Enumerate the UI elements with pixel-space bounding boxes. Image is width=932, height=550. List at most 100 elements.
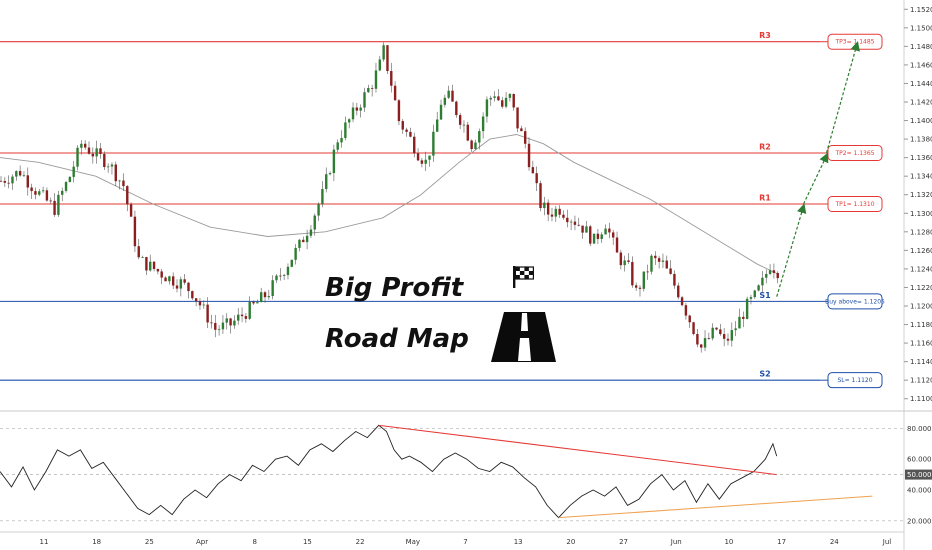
candle-body	[753, 290, 756, 298]
time-tick-label: 7	[463, 538, 467, 546]
price-tick-label: 1.15200	[910, 6, 932, 14]
candle-body	[302, 239, 305, 243]
candle-body	[569, 221, 573, 223]
time-tick-label: 13	[514, 538, 523, 546]
rsi-line	[0, 424, 778, 519]
candle-body	[604, 228, 607, 235]
candle-body	[409, 131, 412, 137]
candle-body	[646, 271, 649, 273]
candle-body	[692, 322, 695, 334]
candle-body	[202, 304, 205, 306]
candle-body	[18, 171, 22, 176]
candle-body	[64, 182, 68, 191]
candle-body	[275, 275, 278, 281]
time-tick-label: 10	[724, 538, 733, 546]
rsi-support-trendline	[558, 495, 873, 519]
candle-body	[424, 159, 427, 164]
candle-body	[481, 116, 485, 132]
price-tick-label: 1.11800	[910, 321, 932, 329]
candle-body	[286, 266, 290, 276]
candle-body	[478, 131, 481, 143]
candle-body	[435, 119, 439, 132]
candle-body	[294, 247, 297, 260]
rsi-layer	[0, 424, 903, 522]
candle-body	[550, 214, 554, 217]
level-tag-text: SL= 1.1120	[837, 377, 872, 384]
price-tick-label: 1.11600	[910, 340, 932, 348]
candle-body	[504, 97, 508, 107]
candle-body	[749, 297, 753, 299]
candle-body	[248, 301, 251, 319]
candle-body	[179, 279, 183, 289]
candle-body	[516, 107, 519, 129]
rsi-last-value-label: 50.0000	[907, 471, 932, 479]
candle-body	[30, 187, 33, 192]
candle-body	[49, 200, 52, 202]
candle-body	[259, 292, 263, 303]
time-axis-labels: 11 18 25 Apr 8 15 22 May 7 13 20 27 Jun 10 17 24 Jul	[40, 538, 892, 546]
candle-body	[585, 226, 588, 233]
candle-body	[420, 160, 424, 164]
candle-body	[680, 297, 684, 306]
candle-body	[256, 302, 259, 304]
price-tick-label: 1.12000	[910, 303, 932, 311]
candle-body	[282, 275, 286, 276]
candle-body	[206, 304, 209, 323]
price-tick-label: 1.14400	[910, 80, 932, 88]
price-tick-label: 1.15000	[910, 24, 932, 32]
candle-body	[677, 285, 680, 298]
candle-body	[72, 166, 75, 177]
projection-layer	[776, 41, 860, 297]
candle-body	[455, 101, 458, 116]
time-tick-label: Apr	[196, 538, 208, 546]
candle-body	[592, 233, 596, 244]
candle-body	[428, 155, 431, 160]
title-line-1: Big Profit	[325, 273, 465, 303]
candle-body	[458, 115, 462, 125]
candle-body	[776, 272, 779, 279]
candle-body	[61, 190, 64, 195]
candle-body	[83, 143, 87, 148]
level-label-r2: R2	[759, 143, 771, 152]
candle-body	[279, 275, 282, 277]
candle-body	[615, 237, 619, 253]
candle-body	[512, 93, 515, 108]
level-label-s2: S2	[759, 370, 770, 379]
level-tag-box	[827, 293, 883, 310]
level-label-r3: R3	[759, 31, 771, 40]
candle-body	[703, 338, 707, 348]
road-icon	[491, 312, 556, 362]
candle-body	[413, 136, 416, 154]
time-tick-label: Jul	[882, 538, 892, 546]
candle-body	[554, 208, 558, 217]
candle-body	[370, 88, 374, 89]
level-tag-box	[827, 196, 883, 212]
candle-body	[485, 99, 489, 117]
time-tick-label: Jun	[670, 538, 682, 546]
candle-body	[761, 277, 764, 286]
candle-body	[470, 140, 473, 150]
candle-body	[317, 204, 320, 216]
candle-body	[149, 261, 152, 271]
candle-body	[462, 124, 466, 126]
candle-body	[240, 314, 244, 317]
candle-body	[386, 45, 389, 72]
rsi-tick-label: 40.0000	[907, 486, 932, 494]
moving-average-line	[0, 134, 777, 274]
candle-body	[221, 322, 225, 330]
price-tick-label: 1.14600	[910, 61, 932, 69]
candle-body	[745, 298, 749, 319]
candle-body	[600, 234, 603, 239]
candle-body	[229, 318, 232, 326]
candle-body	[665, 260, 668, 269]
candle-body	[171, 276, 175, 286]
candle-body	[91, 153, 95, 157]
candle-body	[210, 322, 213, 324]
candle-body	[523, 131, 527, 144]
candle-body	[122, 180, 125, 187]
candle-body	[627, 260, 630, 262]
candle-body	[661, 260, 665, 262]
candle-body	[397, 100, 401, 122]
candle-body	[217, 329, 221, 331]
